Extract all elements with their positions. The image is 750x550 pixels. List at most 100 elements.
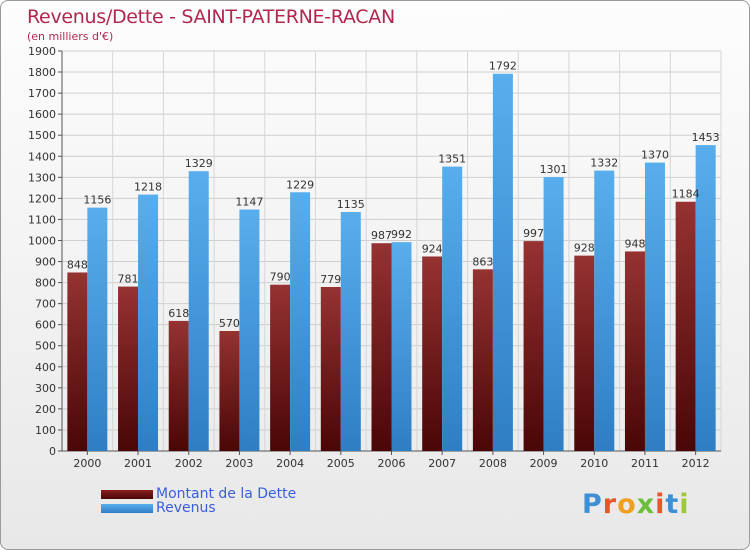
x-tick-label-2005: 2005 <box>327 457 355 470</box>
chart-subtitle: (en milliers d'€) <box>27 30 114 43</box>
legend-item-revenus: Revenus <box>101 501 296 515</box>
data-label-revenus-2009: 1301 <box>540 163 568 176</box>
y-tick-label-0: 0 <box>49 445 56 458</box>
y-tick-label-1700: 1700 <box>28 87 56 100</box>
data-label-dette-2006: 987 <box>371 229 392 242</box>
x-tick-label-2002: 2002 <box>175 457 203 470</box>
data-label-dette-2003: 570 <box>219 317 240 330</box>
bar-revenus-2004 <box>290 192 311 451</box>
bar-dette-2006 <box>371 243 392 451</box>
x-tick-label-2003: 2003 <box>225 457 253 470</box>
bar-revenus-2002 <box>188 171 209 452</box>
y-tick-label-300: 300 <box>35 382 56 395</box>
bar-revenus-2012 <box>695 145 716 451</box>
data-label-dette-2011: 948 <box>624 237 645 250</box>
data-label-dette-2001: 781 <box>118 273 139 286</box>
data-label-dette-2005: 779 <box>320 273 341 286</box>
y-tick-label-900: 900 <box>35 256 56 269</box>
bar-revenus-2011 <box>644 162 665 451</box>
legend: Montant de la Dette Revenus <box>101 487 296 515</box>
x-tick-label-2004: 2004 <box>276 457 304 470</box>
logo-letter: t <box>665 489 680 520</box>
bar-dette-2000 <box>67 272 88 451</box>
bar-revenus-2000 <box>87 207 108 451</box>
y-tick-label-1900: 1900 <box>28 45 56 58</box>
x-tick-label-2011: 2011 <box>631 457 659 470</box>
logo-letter: P <box>582 489 603 520</box>
y-tick-label-1600: 1600 <box>28 108 56 121</box>
chart-title: Revenus/Dette - SAINT-PATERNE-RACAN <box>27 6 395 28</box>
y-tick-label-100: 100 <box>35 424 56 437</box>
legend-swatch-revenus <box>101 503 153 513</box>
logo-letter: x <box>636 489 656 520</box>
y-tick-label-1300: 1300 <box>28 171 56 184</box>
bar-revenus-2010 <box>594 170 615 451</box>
y-tick-label-800: 800 <box>35 277 56 290</box>
bar-dette-2010 <box>574 255 595 451</box>
x-tick-label-2012: 2012 <box>682 457 710 470</box>
data-label-revenus-2007: 1351 <box>438 153 466 166</box>
bar-revenus-2003 <box>239 209 260 451</box>
bar-revenus-2005 <box>340 212 361 451</box>
data-label-revenus-2003: 1147 <box>235 196 263 209</box>
logo-letter: i <box>655 489 666 520</box>
y-tick-label-1500: 1500 <box>28 129 56 142</box>
x-tick-label-2001: 2001 <box>124 457 152 470</box>
data-label-revenus-2012: 1453 <box>692 131 720 144</box>
bar-revenus-2008 <box>492 73 513 451</box>
y-tick-label-1100: 1100 <box>28 213 56 226</box>
logo-letter: i <box>679 489 690 520</box>
data-label-dette-2000: 848 <box>67 258 88 271</box>
legend-label-dette: Montant de la Dette <box>156 486 297 502</box>
data-label-revenus-2005: 1135 <box>337 198 365 211</box>
data-label-revenus-2000: 1156 <box>83 194 111 207</box>
y-tick-label-1000: 1000 <box>28 234 56 247</box>
bar-dette-2004 <box>270 284 291 451</box>
x-tick-label-2010: 2010 <box>580 457 608 470</box>
data-label-dette-2008: 863 <box>472 255 493 268</box>
data-label-dette-2007: 924 <box>422 242 443 255</box>
data-label-dette-2012: 1184 <box>672 188 700 201</box>
bar-revenus-2007 <box>442 166 463 451</box>
x-tick-label-2008: 2008 <box>479 457 507 470</box>
bar-dette-2003 <box>219 331 240 451</box>
bar-revenus-2009 <box>543 177 564 451</box>
bar-dette-2011 <box>624 251 645 451</box>
y-tick-label-400: 400 <box>35 361 56 374</box>
legend-swatch-dette <box>101 489 153 499</box>
x-tick-label-2006: 2006 <box>378 457 406 470</box>
legend-item-dette: Montant de la Dette <box>101 487 296 501</box>
data-label-dette-2004: 790 <box>270 271 291 284</box>
x-tick-label-2000: 2000 <box>73 457 101 470</box>
bar-dette-2002 <box>168 320 189 451</box>
bar-dette-2009 <box>523 241 544 451</box>
x-tick-label-2007: 2007 <box>428 457 456 470</box>
bar-dette-2001 <box>118 286 139 451</box>
y-tick-label-1400: 1400 <box>28 150 56 163</box>
data-label-dette-2010: 928 <box>574 242 595 255</box>
logo-letter: r <box>602 489 618 520</box>
y-tick-label-1200: 1200 <box>28 192 56 205</box>
x-tick-label-2009: 2009 <box>530 457 558 470</box>
bar-dette-2008 <box>472 269 493 451</box>
proxiti-logo: Proxiti <box>582 489 690 520</box>
data-label-revenus-2011: 1370 <box>641 149 669 162</box>
y-tick-label-1800: 1800 <box>28 66 56 79</box>
y-tick-label-200: 200 <box>35 403 56 416</box>
legend-label-revenus: Revenus <box>156 500 216 516</box>
data-label-dette-2009: 997 <box>523 227 544 240</box>
data-label-revenus-2006: 992 <box>391 228 412 241</box>
logo-letter: o <box>617 489 637 520</box>
data-label-revenus-2008: 1792 <box>489 60 517 73</box>
bar-dette-2007 <box>422 256 443 451</box>
y-tick-label-500: 500 <box>35 340 56 353</box>
y-tick-label-600: 600 <box>35 319 56 332</box>
bar-revenus-2006 <box>391 242 412 451</box>
bar-revenus-2001 <box>138 194 159 451</box>
data-label-revenus-2004: 1229 <box>286 178 314 191</box>
bar-dette-2012 <box>675 201 696 451</box>
data-label-revenus-2002: 1329 <box>185 157 213 170</box>
data-label-revenus-2001: 1218 <box>134 181 162 194</box>
